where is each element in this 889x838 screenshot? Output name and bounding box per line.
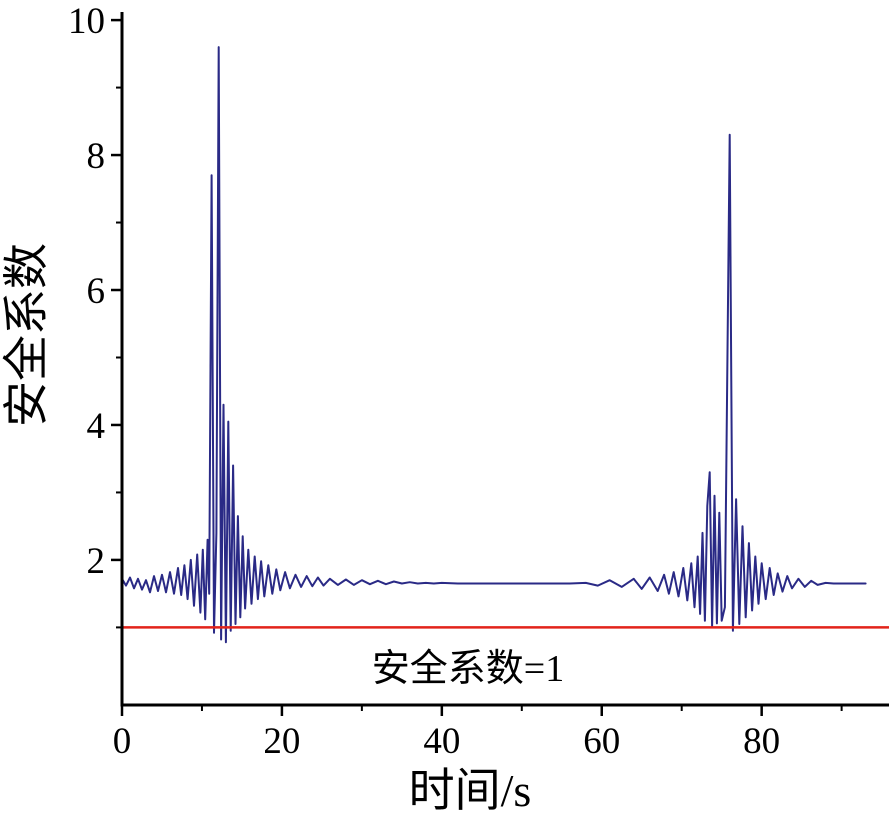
y-tick-label: 10 bbox=[68, 1, 105, 42]
y-tick-label: 6 bbox=[87, 271, 106, 312]
plot-area: 0 20 40 60 80 2 4 6 8 10 bbox=[68, 1, 889, 762]
x-axis-label: 时间/s bbox=[409, 765, 532, 816]
y-tick-label: 8 bbox=[87, 136, 106, 177]
x-tick-label: 80 bbox=[743, 721, 780, 762]
y-axis-label: 安全系数 bbox=[1, 243, 52, 427]
x-tick-label: 60 bbox=[583, 721, 620, 762]
reference-line-label: 安全系数=1 bbox=[372, 648, 564, 690]
series-line bbox=[121, 46, 867, 644]
x-tick-label: 0 bbox=[113, 721, 132, 762]
y-tick-label: 2 bbox=[87, 541, 106, 582]
x-tick-label: 20 bbox=[263, 721, 300, 762]
axis-spines bbox=[120, 12, 889, 707]
x-tick-label: 40 bbox=[423, 721, 460, 762]
y-tick-label: 4 bbox=[87, 406, 106, 447]
